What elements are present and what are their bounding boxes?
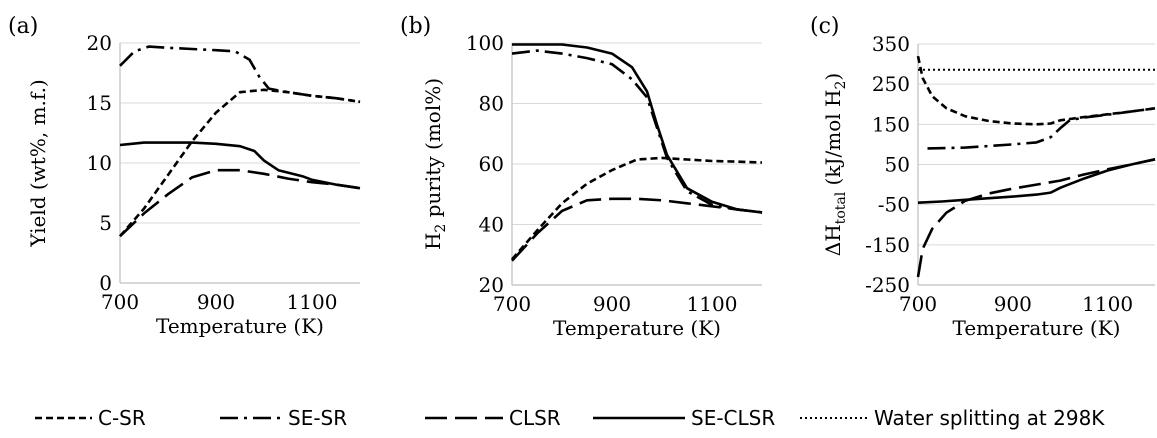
series-line-se-sr (511, 49, 763, 214)
y-tick-label: 20 (479, 273, 504, 297)
x-axis-title: Temperature (K) (156, 314, 324, 338)
legend: C-SR SE-SR CLSR SE-CLSR Water splitting at 2… (35, 406, 1105, 430)
series-line-se-sr (119, 45, 361, 104)
panel-label: (a) (8, 14, 38, 39)
series-line-clsr (916, 158, 1156, 278)
x-tick-label: 900 (994, 292, 1032, 316)
series-line-c-sr (511, 156, 763, 261)
y-axis-title: ΔHtotal (kJ/mol H2) (821, 73, 849, 256)
y-tick-label: 350 (872, 32, 910, 56)
x-tick-label: 1100 (287, 290, 338, 314)
legend-label: SE-CLSR (691, 406, 775, 430)
x-tick-label: 700 (899, 292, 937, 316)
y-tick-label: -150 (865, 233, 910, 257)
y-tick-label: -250 (865, 273, 910, 297)
series-line-clsr (511, 197, 763, 262)
y-tick-label: 80 (479, 92, 504, 116)
y-tick-label: 15 (87, 91, 112, 115)
legend-label: CLSR (509, 406, 561, 430)
legend-label: SE-SR (288, 406, 347, 430)
panel-label: (c) (810, 14, 840, 39)
y-tick-label: 250 (872, 72, 910, 96)
x-axis-title: Temperature (K) (953, 316, 1121, 340)
series-line-clsr (119, 168, 361, 238)
series-line-se-clsr (917, 158, 1156, 204)
panel-3: -250 -150 -50 50 150 250 350 700 900 1100Temperat… (810, 14, 1156, 340)
x-tick-label: 700 (101, 290, 139, 314)
x-tick-label: 900 (197, 290, 235, 314)
series-line-c-sr (916, 55, 1156, 126)
y-tick-label: 20 (87, 31, 112, 55)
y-tick-label: 60 (479, 152, 504, 176)
legend-label: C-SR (98, 406, 146, 430)
x-tick-label: 900 (593, 292, 631, 316)
series-line-se-clsr (119, 141, 361, 190)
y-tick-label: 5 (99, 211, 112, 235)
series-line-se-sr (927, 107, 1156, 150)
y-tick-label: 0 (99, 271, 112, 295)
y-tick-label: -50 (878, 193, 910, 217)
x-tick-label: 1100 (687, 292, 738, 316)
series-line-c-sr (119, 88, 361, 238)
x-axis-title: Temperature (K) (553, 316, 721, 340)
y-tick-label: 40 (479, 213, 504, 237)
y-axis-title: Yield (wt%, m.f.) (26, 79, 50, 248)
y-tick-label: 10 (87, 151, 112, 175)
y-axis-title: H2 purity (mol%) (421, 78, 449, 250)
legend-label: Water splitting at 298K (874, 406, 1105, 430)
x-tick-label: 1100 (1082, 292, 1133, 316)
series-line-se-clsr (512, 43, 763, 214)
y-tick-label: 100 (466, 31, 504, 55)
panel-label: (b) (400, 14, 431, 39)
y-tick-label: 150 (872, 112, 910, 136)
y-tick-label: 50 (885, 153, 910, 177)
x-tick-label: 700 (493, 292, 531, 316)
